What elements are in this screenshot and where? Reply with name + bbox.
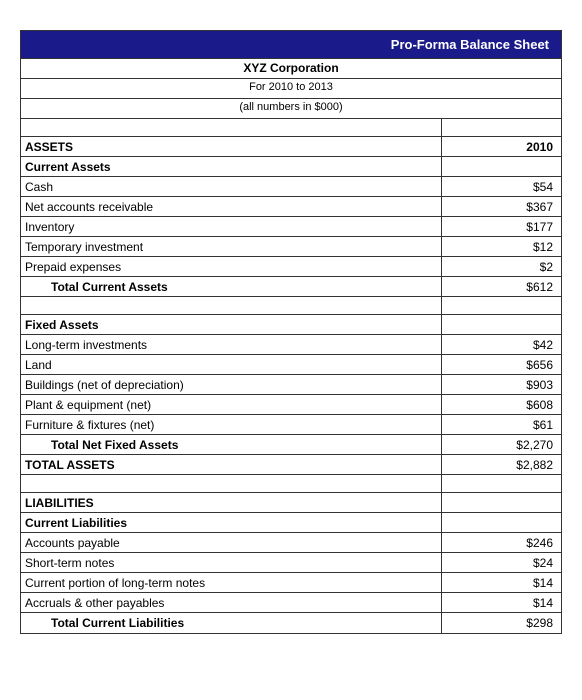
item-label: Prepaid expenses: [21, 257, 441, 276]
line-item: Inventory $177: [21, 217, 561, 237]
item-label: Furniture & fixtures (net): [21, 415, 441, 434]
item-value: $2: [441, 257, 561, 276]
period-row: For 2010 to 2013: [21, 79, 561, 99]
fixed-assets-header: Fixed Assets: [21, 315, 441, 334]
total-assets-value: $2,882: [441, 455, 561, 474]
item-value: $177: [441, 217, 561, 236]
line-item: Short-term notes $24: [21, 553, 561, 573]
line-item: Buildings (net of depreciation) $903: [21, 375, 561, 395]
line-item: Accounts payable $246: [21, 533, 561, 553]
total-label: Total Current Liabilities: [21, 613, 441, 633]
line-item: Net accounts receivable $367: [21, 197, 561, 217]
spacer: [21, 475, 561, 493]
item-label: Short-term notes: [21, 553, 441, 572]
total-current-assets-row: Total Current Assets $612: [21, 277, 561, 297]
fixed-assets-header-row: Fixed Assets: [21, 315, 561, 335]
item-value: $61: [441, 415, 561, 434]
line-item: Plant & equipment (net) $608: [21, 395, 561, 415]
sheet-title: Pro-Forma Balance Sheet: [29, 35, 553, 54]
item-label: Land: [21, 355, 441, 374]
item-value: $14: [441, 593, 561, 612]
company-row: XYZ Corporation: [21, 59, 561, 79]
item-value: $608: [441, 395, 561, 414]
line-item: Land $656: [21, 355, 561, 375]
item-label: Plant & equipment (net): [21, 395, 441, 414]
total-label: Total Net Fixed Assets: [21, 435, 441, 454]
line-item: Current portion of long-term notes $14: [21, 573, 561, 593]
item-value: $246: [441, 533, 561, 552]
liabilities-header-row: LIABILITIES: [21, 493, 561, 513]
item-label: Cash: [21, 177, 441, 196]
note-row: (all numbers in $000): [21, 99, 561, 119]
total-label: Total Current Assets: [21, 277, 441, 296]
total-current-liabilities-row: Total Current Liabilities $298: [21, 613, 561, 633]
item-value: $14: [441, 573, 561, 592]
total-value: $612: [441, 277, 561, 296]
period-text: For 2010 to 2013: [21, 79, 561, 98]
balance-sheet: Pro-Forma Balance Sheet XYZ Corporation …: [20, 30, 562, 634]
spacer: [21, 119, 561, 137]
total-value: $2,270: [441, 435, 561, 454]
line-item: Furniture & fixtures (net) $61: [21, 415, 561, 435]
item-label: Accounts payable: [21, 533, 441, 552]
item-label: Long-term investments: [21, 335, 441, 354]
year-header-row: ASSETS 2010: [21, 137, 561, 157]
current-liabilities-header: Current Liabilities: [21, 513, 441, 532]
line-item: Prepaid expenses $2: [21, 257, 561, 277]
current-assets-header: Current Assets: [21, 157, 441, 176]
item-value: $656: [441, 355, 561, 374]
current-liabilities-header-row: Current Liabilities: [21, 513, 561, 533]
line-item: Long-term investments $42: [21, 335, 561, 355]
total-fixed-assets-row: Total Net Fixed Assets $2,270: [21, 435, 561, 455]
item-label: Inventory: [21, 217, 441, 236]
item-label: Temporary investment: [21, 237, 441, 256]
title-bar: Pro-Forma Balance Sheet: [21, 31, 561, 59]
company-name: XYZ Corporation: [21, 59, 561, 78]
item-value: $24: [441, 553, 561, 572]
item-label: Net accounts receivable: [21, 197, 441, 216]
note-text: (all numbers in $000): [21, 99, 561, 118]
assets-header: ASSETS: [21, 137, 441, 156]
total-assets-label: TOTAL ASSETS: [21, 455, 441, 474]
total-value: $298: [441, 613, 561, 633]
item-label: Accruals & other payables: [21, 593, 441, 612]
total-assets-row: TOTAL ASSETS $2,882: [21, 455, 561, 475]
spacer: [21, 297, 561, 315]
item-label: Current portion of long-term notes: [21, 573, 441, 592]
year-label: 2010: [441, 137, 561, 156]
item-value: $367: [441, 197, 561, 216]
line-item: Temporary investment $12: [21, 237, 561, 257]
item-label: Buildings (net of depreciation): [21, 375, 441, 394]
item-value: $12: [441, 237, 561, 256]
item-value: $903: [441, 375, 561, 394]
item-value: $42: [441, 335, 561, 354]
current-assets-header-row: Current Assets: [21, 157, 561, 177]
line-item: Accruals & other payables $14: [21, 593, 561, 613]
line-item: Cash $54: [21, 177, 561, 197]
liabilities-header: LIABILITIES: [21, 493, 441, 512]
item-value: $54: [441, 177, 561, 196]
